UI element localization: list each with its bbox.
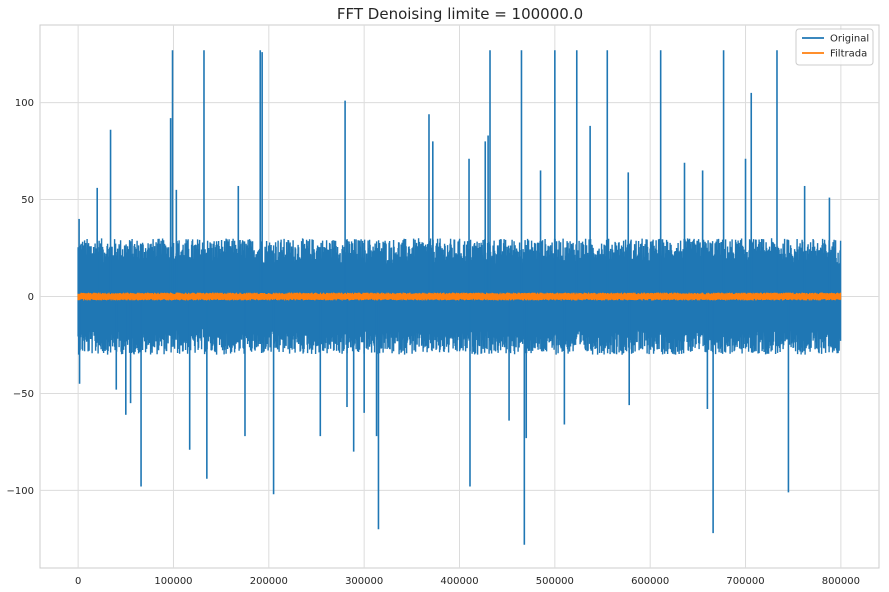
x-tick-label: 500000 — [536, 576, 574, 587]
legend: Original Filtrada — [795, 28, 874, 66]
x-tick-label: 300000 — [345, 576, 383, 587]
x-tick-label: 100000 — [154, 576, 192, 587]
series-line-filtrada — [77, 292, 842, 301]
y-tick-label: −100 — [7, 486, 34, 497]
x-tick-label: 200000 — [250, 576, 288, 587]
legend-label-filtrada: Filtrada — [830, 49, 867, 60]
series-layer — [77, 50, 842, 545]
y-tick-label: 0 — [28, 292, 34, 303]
y-tick-label: 50 — [21, 195, 34, 206]
legend-label-original: Original — [830, 34, 869, 45]
x-tick-label: 400000 — [440, 576, 478, 587]
chart-title: FFT Denoising limite = 100000.0 — [337, 5, 583, 23]
x-tick-labels: 0 100000 200000 300000 400000 500000 600000 700… — [75, 576, 860, 587]
y-tick-labels: −100 −50 0 50 100 — [7, 98, 34, 497]
x-tick-label: 800000 — [822, 576, 860, 587]
grid-lines — [40, 25, 879, 568]
x-tick-label: 600000 — [631, 576, 669, 587]
x-tick-label: 700000 — [726, 576, 764, 587]
y-tick-label: −50 — [13, 389, 34, 400]
x-tick-label: 0 — [75, 576, 81, 587]
y-tick-label: 100 — [15, 98, 34, 109]
